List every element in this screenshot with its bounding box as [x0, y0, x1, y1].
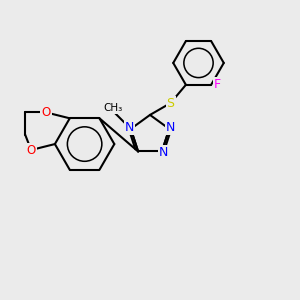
Text: N: N	[166, 121, 175, 134]
Text: O: O	[41, 106, 51, 119]
Text: N: N	[124, 121, 134, 134]
Text: F: F	[214, 78, 220, 91]
Text: S: S	[167, 97, 175, 110]
Text: CH₃: CH₃	[103, 103, 122, 113]
Text: O: O	[26, 143, 36, 157]
Text: N: N	[159, 146, 168, 160]
